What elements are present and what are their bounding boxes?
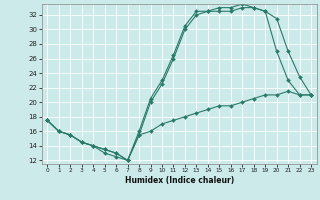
X-axis label: Humidex (Indice chaleur): Humidex (Indice chaleur) (124, 176, 234, 185)
